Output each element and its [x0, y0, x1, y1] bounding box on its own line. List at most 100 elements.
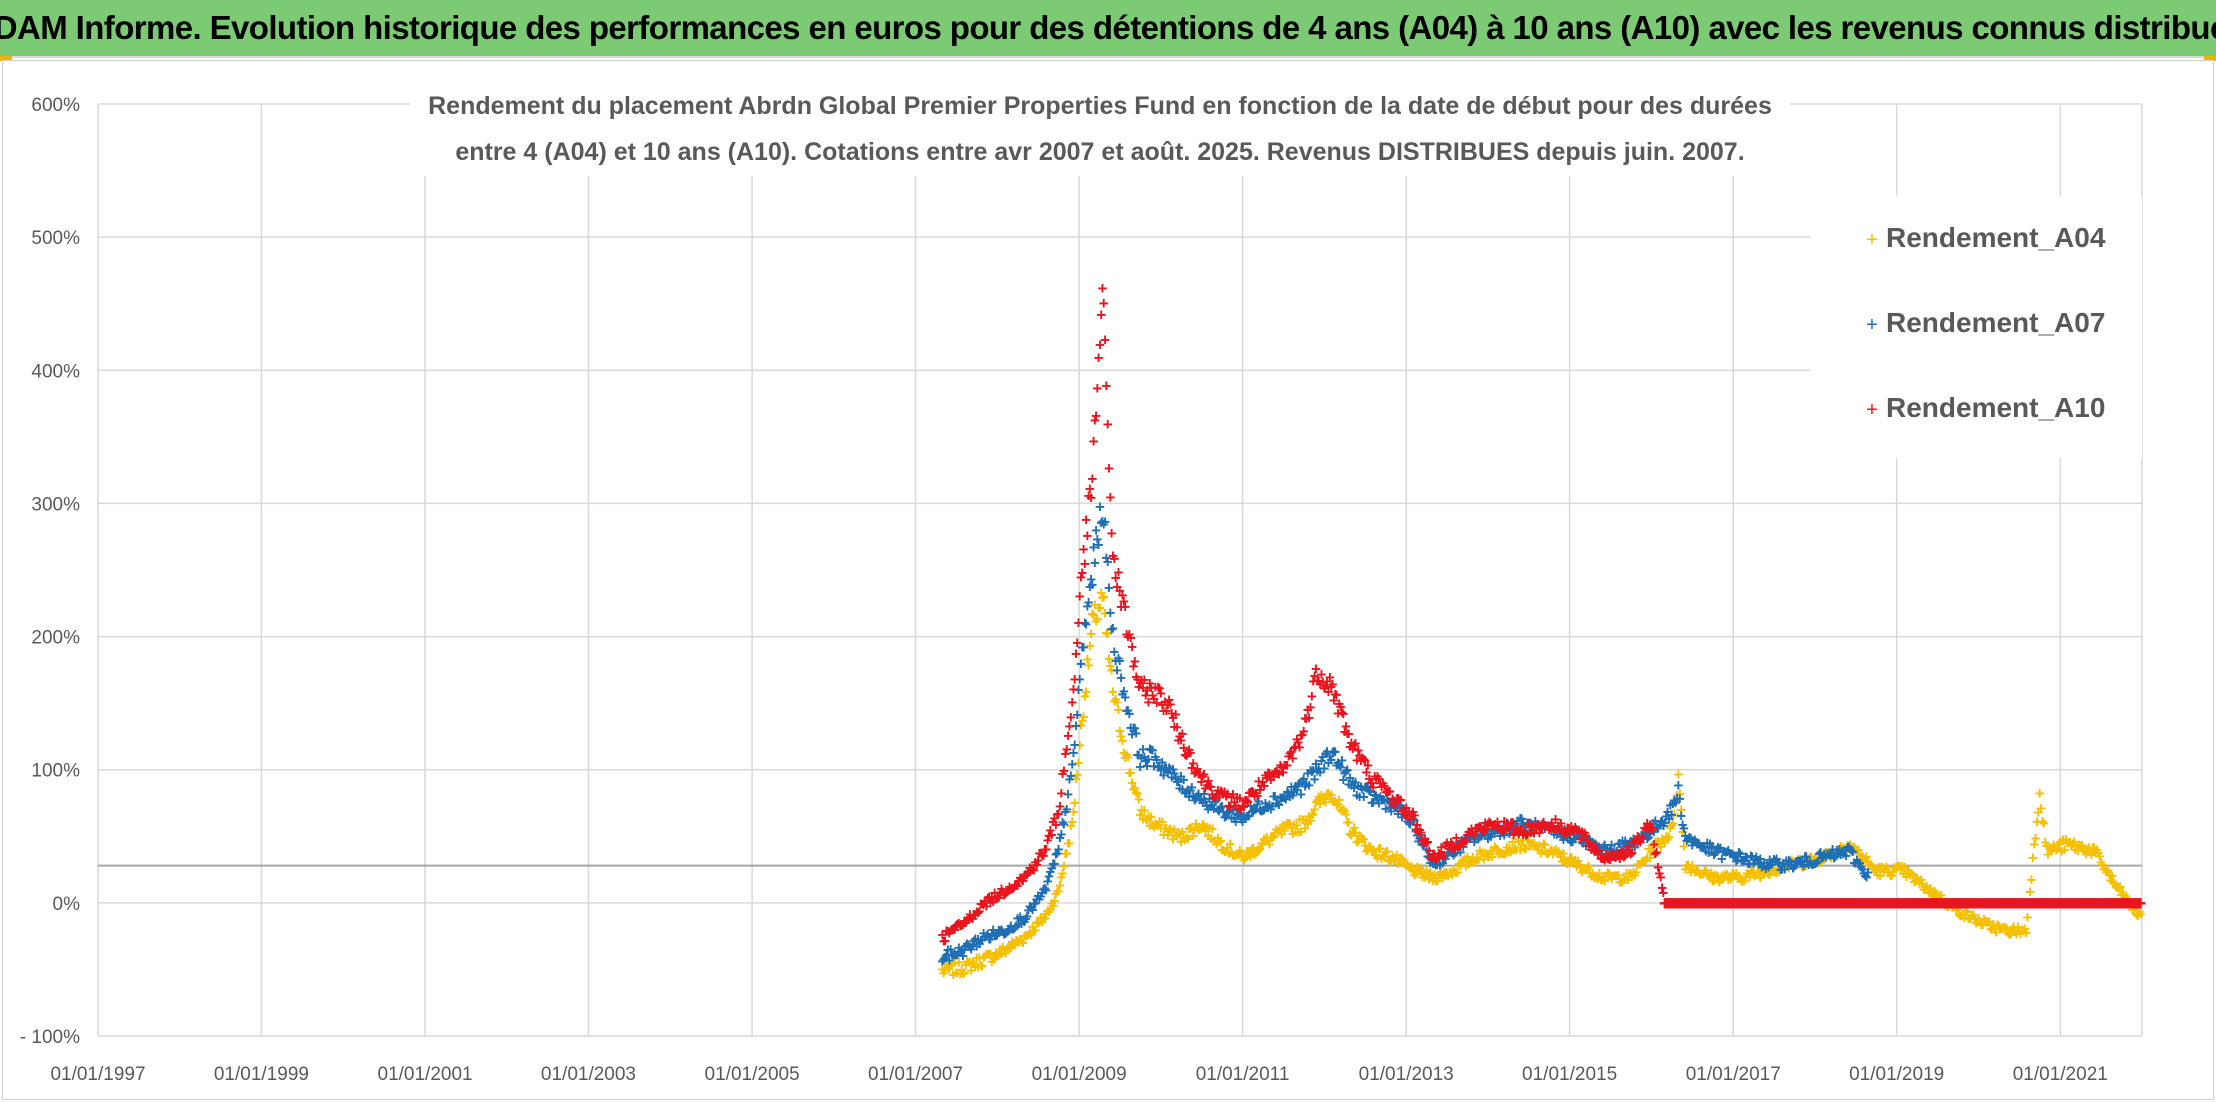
data-point: + [1561, 824, 1571, 843]
data-point: + [1656, 838, 1666, 857]
data-point: + [1349, 819, 1359, 838]
data-point: + [1407, 807, 1417, 826]
data-point: + [1613, 847, 1623, 866]
data-point: + [1544, 820, 1554, 839]
data-point: + [1279, 756, 1289, 775]
data-point: + [1822, 844, 1832, 863]
data-point: + [1808, 852, 1818, 871]
data-point: + [1672, 786, 1682, 805]
data-point: + [1788, 859, 1798, 878]
data-point: + [1228, 801, 1238, 820]
data-point: + [1557, 852, 1567, 871]
data-point: + [2020, 920, 2030, 939]
data-point: + [1090, 595, 1100, 614]
data-point: + [1730, 866, 1740, 885]
data-point: + [2046, 893, 2058, 915]
data-point: + [1572, 857, 1582, 876]
data-point: + [1513, 818, 1523, 837]
data-point: + [1488, 841, 1498, 860]
data-point: + [1757, 858, 1767, 877]
data-point: + [1068, 743, 1078, 762]
data-point: + [1025, 923, 1035, 942]
data-point: + [1675, 893, 1687, 915]
data-point: + [2108, 872, 2118, 891]
data-point: + [1130, 652, 1140, 671]
data-point: + [2117, 886, 2127, 905]
data-point: + [1399, 800, 1409, 819]
data-point: + [1252, 786, 1262, 805]
data-point: + [1679, 893, 1691, 915]
data-point: + [1603, 839, 1613, 858]
data-point: + [1824, 846, 1834, 865]
data-point: + [1483, 847, 1493, 866]
data-point: + [1271, 794, 1281, 813]
data-point: + [1356, 827, 1366, 846]
data-point: + [966, 909, 976, 928]
data-point: + [1722, 865, 1732, 884]
data-point: + [1534, 823, 1544, 842]
data-point: + [1730, 893, 1742, 915]
data-point: + [1124, 705, 1134, 724]
data-point: + [1260, 766, 1270, 785]
y-tick-label: 100% [31, 761, 80, 782]
data-point: + [1141, 809, 1151, 828]
data-point: + [1800, 893, 1812, 915]
data-point: + [1908, 893, 1920, 915]
data-point: + [1680, 826, 1690, 845]
data-point: + [1464, 855, 1474, 874]
data-point: + [1491, 839, 1501, 858]
data-point: + [988, 893, 998, 912]
data-point: + [1319, 679, 1329, 698]
data-point: + [1194, 821, 1204, 840]
data-point: + [1159, 766, 1169, 785]
data-point: + [1637, 853, 1647, 872]
data-point: + [1572, 820, 1582, 839]
data-point: + [1003, 881, 1013, 900]
data-point: + [1400, 854, 1410, 873]
data-point: + [1615, 873, 1625, 892]
data-point: + [2011, 893, 2023, 915]
data-point: + [2030, 893, 2042, 915]
data-point: + [1043, 872, 1053, 891]
data-point: + [955, 943, 965, 962]
data-point: + [1169, 764, 1179, 783]
data-point: + [2127, 893, 2139, 915]
data-point: + [1671, 893, 1683, 915]
data-point: + [2054, 893, 2066, 915]
data-point: + [1107, 524, 1117, 543]
data-point: + [1015, 907, 1025, 926]
data-point: + [1995, 919, 2005, 938]
data-point: + [2031, 893, 2043, 915]
data-point: + [1785, 853, 1795, 872]
data-point: + [1532, 820, 1542, 839]
data-point: + [957, 941, 967, 960]
data-point: + [1191, 814, 1201, 833]
data-point: + [1832, 844, 1842, 863]
data-point: + [1446, 833, 1456, 852]
data-point: + [2131, 905, 2141, 924]
data-point: + [1120, 688, 1130, 707]
data-point: + [1195, 820, 1205, 839]
data-point: + [1390, 794, 1400, 813]
data-point: + [1904, 893, 1916, 915]
data-point: + [1705, 869, 1715, 888]
data-point: + [1908, 866, 1918, 885]
data-point: + [1310, 800, 1320, 819]
data-point: + [1698, 893, 1710, 915]
data-point: + [1145, 674, 1155, 693]
data-point: + [995, 940, 1005, 959]
y-tick-label: 500% [31, 228, 80, 249]
data-point: + [1213, 781, 1223, 800]
data-point: + [1124, 764, 1134, 783]
data-point: + [1936, 893, 1948, 915]
data-point: + [1526, 834, 1536, 853]
data-point: + [1631, 831, 1641, 850]
data-point: + [1403, 854, 1413, 873]
data-point: + [1686, 863, 1696, 882]
data-point: + [1334, 790, 1344, 809]
data-point: + [1714, 893, 1726, 915]
data-point: + [1743, 865, 1753, 884]
data-point: + [1558, 823, 1568, 842]
data-point: + [1795, 893, 1807, 915]
data-point: + [1716, 871, 1726, 890]
